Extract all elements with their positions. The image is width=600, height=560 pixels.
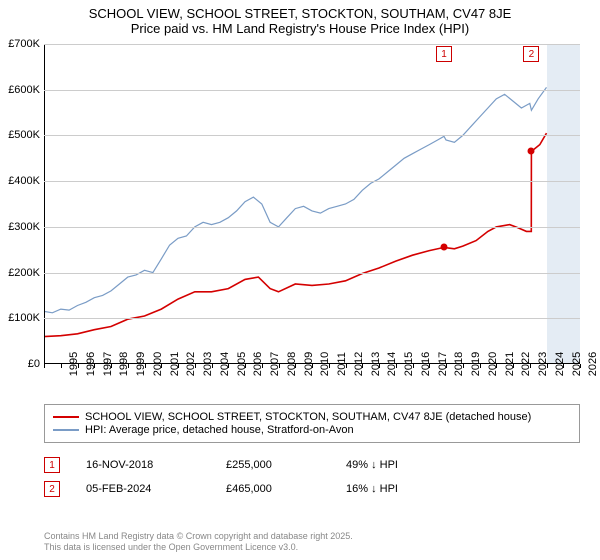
- legend-swatch-hpi: [53, 429, 79, 431]
- gridline-h: [44, 273, 580, 274]
- x-tick: [480, 364, 481, 368]
- x-tick: [44, 364, 45, 368]
- credits: Contains HM Land Registry data © Crown c…: [44, 531, 353, 554]
- sales-table: 1 16-NOV-2018 £255,000 49% ↓ HPI 2 05-FE…: [44, 452, 580, 505]
- x-tick: [312, 364, 313, 368]
- legend-label-hpi: HPI: Average price, detached house, Stra…: [85, 424, 354, 436]
- x-tick: [496, 364, 497, 368]
- x-tick: [295, 364, 296, 368]
- sale-price-2: £465,000: [226, 483, 346, 495]
- x-tick: [245, 364, 246, 368]
- gridline-h: [44, 44, 580, 45]
- x-tick: [78, 364, 79, 368]
- y-tick-label: £500K: [8, 129, 44, 141]
- gridline-h: [44, 181, 580, 182]
- credits-line2: This data is licensed under the Open Gov…: [44, 542, 353, 554]
- sale-pct-2: 16% ↓ HPI: [346, 483, 398, 495]
- x-tick: [111, 364, 112, 368]
- x-tick: [178, 364, 179, 368]
- x-tick: [530, 364, 531, 368]
- series-line-hpi: [44, 87, 547, 312]
- x-tick: [580, 364, 581, 368]
- gridline-h: [44, 90, 580, 91]
- chart-marker-1: 1: [436, 46, 452, 62]
- x-tick-label: 2027: [580, 352, 600, 376]
- chart-svg: [44, 44, 580, 364]
- y-tick-label: £100K: [8, 312, 44, 324]
- legend-label-property: SCHOOL VIEW, SCHOOL STREET, STOCKTON, SO…: [85, 411, 531, 423]
- series-line-property: [44, 133, 547, 337]
- table-row: 2 05-FEB-2024 £465,000 16% ↓ HPI: [44, 481, 580, 497]
- y-axis-line: [44, 44, 45, 364]
- x-tick: [145, 364, 146, 368]
- y-tick-label: £0: [28, 358, 44, 370]
- x-tick: [379, 364, 380, 368]
- sale-date-2: 05-FEB-2024: [86, 483, 226, 495]
- y-tick-label: £400K: [8, 175, 44, 187]
- legend: SCHOOL VIEW, SCHOOL STREET, STOCKTON, SO…: [44, 404, 580, 443]
- chart-container: SCHOOL VIEW, SCHOOL STREET, STOCKTON, SO…: [0, 0, 600, 560]
- sale-date-1: 16-NOV-2018: [86, 459, 226, 471]
- y-tick-label: £600K: [8, 84, 44, 96]
- sale-marker-badge-2: 2: [44, 481, 60, 497]
- sale-dot-1: [440, 244, 447, 251]
- x-tick: [429, 364, 430, 368]
- gridline-h: [44, 318, 580, 319]
- title-line2: Price paid vs. HM Land Registry's House …: [0, 21, 600, 36]
- sale-dot-2: [528, 148, 535, 155]
- legend-item-hpi: HPI: Average price, detached house, Stra…: [53, 424, 571, 436]
- x-tick: [547, 364, 548, 368]
- table-row: 1 16-NOV-2018 £255,000 49% ↓ HPI: [44, 457, 580, 473]
- x-tick: [446, 364, 447, 368]
- title-block: SCHOOL VIEW, SCHOOL STREET, STOCKTON, SO…: [0, 0, 600, 38]
- x-tick: [262, 364, 263, 368]
- y-tick-label: £200K: [8, 267, 44, 279]
- x-tick: [195, 364, 196, 368]
- title-line1: SCHOOL VIEW, SCHOOL STREET, STOCKTON, SO…: [0, 6, 600, 21]
- x-tick: [463, 364, 464, 368]
- sale-pct-1: 49% ↓ HPI: [346, 459, 398, 471]
- x-tick: [329, 364, 330, 368]
- legend-item-property: SCHOOL VIEW, SCHOOL STREET, STOCKTON, SO…: [53, 411, 571, 423]
- x-tick: [128, 364, 129, 368]
- gridline-h: [44, 227, 580, 228]
- x-tick: [228, 364, 229, 368]
- x-tick: [413, 364, 414, 368]
- x-tick: [396, 364, 397, 368]
- chart-plot-area: £0£100K£200K£300K£400K£500K£600K£700K199…: [44, 44, 580, 364]
- legend-swatch-property: [53, 416, 79, 418]
- x-tick: [346, 364, 347, 368]
- credits-line1: Contains HM Land Registry data © Crown c…: [44, 531, 353, 543]
- y-tick-label: £300K: [8, 221, 44, 233]
- y-tick-label: £700K: [8, 38, 44, 50]
- x-tick: [212, 364, 213, 368]
- x-tick: [161, 364, 162, 368]
- x-tick: [563, 364, 564, 368]
- sale-marker-badge-1: 1: [44, 457, 60, 473]
- x-tick: [279, 364, 280, 368]
- gridline-h: [44, 135, 580, 136]
- chart-marker-2: 2: [523, 46, 539, 62]
- x-tick: [94, 364, 95, 368]
- x-tick: [61, 364, 62, 368]
- x-tick: [513, 364, 514, 368]
- x-tick: [362, 364, 363, 368]
- sale-price-1: £255,000: [226, 459, 346, 471]
